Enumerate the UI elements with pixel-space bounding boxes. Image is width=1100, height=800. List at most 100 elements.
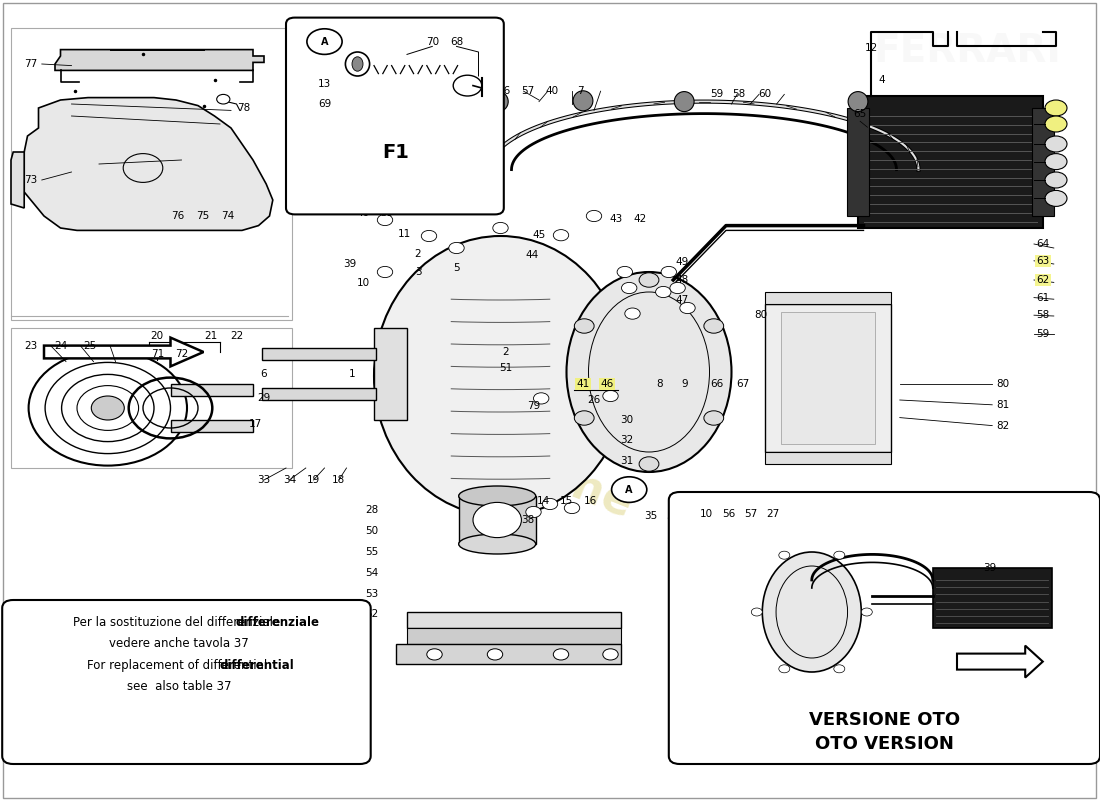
Polygon shape	[24, 98, 273, 230]
Circle shape	[617, 266, 632, 278]
Circle shape	[427, 649, 442, 660]
Text: 77: 77	[24, 59, 37, 69]
Text: 52: 52	[365, 610, 378, 619]
Circle shape	[534, 393, 549, 404]
Circle shape	[680, 302, 695, 314]
Polygon shape	[781, 312, 875, 444]
Text: F1: F1	[383, 142, 409, 162]
Text: 1: 1	[349, 370, 355, 379]
FancyBboxPatch shape	[669, 492, 1100, 764]
Text: 14: 14	[537, 496, 550, 506]
Text: OTO VERSION: OTO VERSION	[815, 735, 954, 753]
Circle shape	[834, 665, 845, 673]
Text: 42: 42	[634, 214, 647, 224]
Text: 12: 12	[865, 43, 878, 53]
Text: 16: 16	[584, 496, 597, 506]
Text: 54: 54	[365, 568, 378, 578]
Polygon shape	[1032, 108, 1054, 216]
Text: 65: 65	[854, 109, 867, 118]
Circle shape	[453, 75, 482, 96]
Text: 2: 2	[415, 250, 421, 259]
Text: 53: 53	[365, 589, 378, 598]
Text: 22: 22	[230, 331, 243, 341]
Circle shape	[1045, 116, 1067, 132]
Circle shape	[449, 242, 464, 254]
Text: 63: 63	[1036, 256, 1049, 266]
Circle shape	[553, 649, 569, 660]
Circle shape	[779, 551, 790, 559]
Text: 76: 76	[172, 211, 185, 221]
Text: 39: 39	[983, 563, 997, 573]
Polygon shape	[407, 628, 622, 644]
Text: 9: 9	[681, 379, 688, 389]
Text: 69: 69	[318, 99, 331, 109]
Polygon shape	[459, 496, 536, 544]
Text: a passione: a passione	[374, 386, 638, 526]
Polygon shape	[374, 328, 407, 420]
Text: 46: 46	[601, 379, 614, 389]
Text: 80: 80	[997, 379, 1010, 389]
Polygon shape	[170, 384, 253, 396]
Circle shape	[1045, 136, 1067, 152]
Circle shape	[493, 222, 508, 234]
Circle shape	[487, 649, 503, 660]
Circle shape	[1045, 190, 1067, 206]
Text: 82: 82	[997, 421, 1010, 430]
Text: 36: 36	[667, 511, 680, 521]
Circle shape	[526, 506, 541, 518]
Text: 73: 73	[24, 175, 37, 185]
Text: 24: 24	[54, 341, 67, 350]
Text: Per la sostituzione del differenziale: Per la sostituzione del differenziale	[74, 616, 280, 629]
Text: 23: 23	[24, 341, 37, 350]
Circle shape	[656, 286, 671, 298]
Circle shape	[377, 214, 393, 226]
Text: 10: 10	[700, 509, 713, 518]
Polygon shape	[44, 338, 204, 366]
Text: 33: 33	[257, 475, 271, 485]
Text: vedere anche tavola 37: vedere anche tavola 37	[109, 637, 250, 650]
Text: 51: 51	[499, 363, 513, 373]
Text: 37: 37	[689, 511, 702, 521]
Polygon shape	[55, 50, 264, 70]
Circle shape	[1045, 172, 1067, 188]
Circle shape	[670, 282, 685, 294]
Circle shape	[704, 318, 724, 333]
Circle shape	[553, 230, 569, 241]
Polygon shape	[764, 292, 891, 304]
FancyBboxPatch shape	[2, 600, 371, 764]
Text: 75: 75	[196, 211, 209, 221]
Polygon shape	[170, 420, 253, 432]
Text: 56: 56	[497, 86, 510, 96]
Text: 80: 80	[755, 310, 768, 320]
Text: 60: 60	[758, 90, 771, 99]
Text: 5: 5	[453, 263, 460, 273]
Text: 66: 66	[711, 379, 724, 389]
Polygon shape	[262, 388, 376, 400]
Circle shape	[377, 266, 393, 278]
Text: 44: 44	[526, 250, 539, 260]
Text: 64: 64	[1036, 239, 1049, 249]
Text: 50: 50	[365, 526, 378, 536]
Polygon shape	[858, 96, 1043, 228]
Circle shape	[574, 318, 594, 333]
Text: 8: 8	[657, 379, 663, 389]
Ellipse shape	[573, 90, 593, 110]
Text: 61: 61	[1036, 293, 1049, 302]
Text: 63: 63	[1036, 256, 1049, 266]
Text: FERRARI: FERRARI	[873, 32, 1062, 70]
Circle shape	[421, 230, 437, 242]
Polygon shape	[764, 304, 891, 452]
Text: 39: 39	[381, 208, 394, 218]
Polygon shape	[847, 108, 869, 216]
Ellipse shape	[459, 486, 536, 506]
Text: 27: 27	[767, 509, 780, 518]
Text: differenziale: differenziale	[235, 616, 319, 629]
Text: 3: 3	[415, 267, 421, 277]
Text: 57: 57	[745, 509, 758, 518]
Circle shape	[91, 396, 124, 420]
Text: 25: 25	[84, 341, 97, 350]
Text: 32: 32	[620, 435, 634, 445]
Circle shape	[612, 477, 647, 502]
Circle shape	[621, 282, 637, 294]
Circle shape	[603, 649, 618, 660]
